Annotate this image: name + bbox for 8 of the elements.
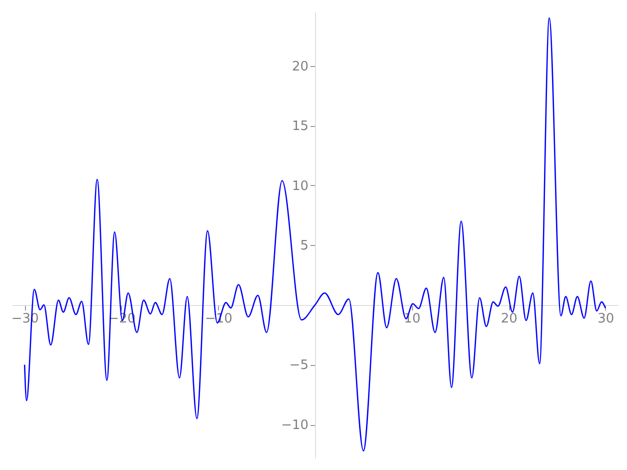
y-tick-label: −5 <box>289 358 308 374</box>
y-tick-label: 20 <box>292 59 308 74</box>
x-tick-label: 30 <box>598 311 614 326</box>
y-tick-label: −10 <box>281 418 308 434</box>
y-tick-label: 15 <box>292 119 308 134</box>
x-tick-label: 20 <box>500 311 518 326</box>
y-tick-label: 10 <box>292 178 308 194</box>
y-tick-label: 5 <box>300 238 308 254</box>
